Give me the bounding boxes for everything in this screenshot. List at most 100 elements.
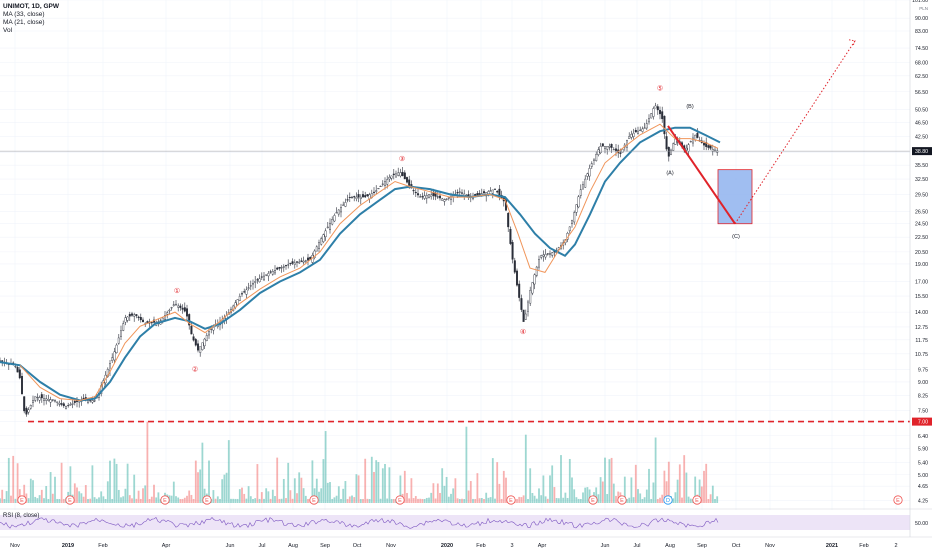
volume-bar bbox=[214, 498, 217, 503]
volume-bar bbox=[51, 493, 54, 503]
target-zone-box[interactable] bbox=[717, 169, 753, 225]
price-tick-label: 50.50 bbox=[915, 107, 928, 113]
candle-body bbox=[62, 403, 65, 407]
volume-bar bbox=[502, 470, 505, 503]
volume-bar bbox=[500, 498, 503, 503]
volume-bar bbox=[263, 498, 265, 503]
candle-body bbox=[430, 194, 433, 197]
candle-body bbox=[256, 279, 259, 281]
time-tick-label: Jul bbox=[258, 543, 265, 549]
volume-bar bbox=[146, 421, 149, 503]
volume-bar bbox=[131, 498, 133, 503]
volume-bar bbox=[56, 498, 59, 503]
rsi-legend[interactable]: RSI (8, close) bbox=[3, 513, 40, 519]
volume-bar bbox=[467, 490, 470, 503]
candle-body bbox=[56, 401, 59, 403]
candle-body bbox=[190, 325, 193, 335]
projection-line-up[interactable] bbox=[734, 40, 856, 225]
price-tick-label: 10.75 bbox=[915, 352, 928, 358]
event-marker: E bbox=[160, 495, 170, 505]
event-marker-circle bbox=[309, 495, 319, 505]
candle-body bbox=[377, 188, 380, 190]
ma-21-legend[interactable]: MA (21, close) bbox=[3, 19, 45, 26]
candle-body bbox=[260, 276, 263, 278]
candle-body bbox=[243, 291, 246, 293]
volume-bar bbox=[406, 492, 408, 503]
candle-body bbox=[32, 400, 35, 403]
volume-bar bbox=[243, 493, 246, 503]
candle-body bbox=[269, 271, 272, 273]
volume-bar bbox=[652, 482, 655, 503]
volume-bar bbox=[115, 463, 118, 503]
volume-bar bbox=[157, 492, 160, 503]
volume-bar bbox=[87, 498, 89, 503]
projection-line-down[interactable] bbox=[667, 125, 736, 225]
candle-body bbox=[386, 179, 389, 185]
volume-bar bbox=[296, 493, 298, 503]
volume-bar bbox=[705, 463, 708, 503]
volume-bar bbox=[637, 489, 639, 503]
candle-body bbox=[340, 207, 343, 213]
volume-bar bbox=[461, 498, 463, 503]
volume-bar bbox=[225, 472, 228, 503]
volume-bar bbox=[82, 496, 85, 503]
volume-bar bbox=[337, 486, 340, 503]
candle-body bbox=[49, 399, 52, 403]
volume-bar bbox=[454, 478, 457, 503]
event-marker: E bbox=[506, 495, 516, 505]
volume-bar bbox=[615, 495, 617, 503]
volume-bar bbox=[45, 486, 48, 503]
candle-body bbox=[584, 178, 587, 188]
candle-body bbox=[582, 184, 585, 190]
time-axis[interactable]: Nov 2019 Feb Apr Jun Jul Aug Sep Oct Nov 2020 Feb 3 A… bbox=[10, 543, 897, 549]
price-axis[interactable]: 101.00 90.00 83.00 74.50 68.00 62.50 56.50 50.5… bbox=[909, 0, 932, 537]
volume-bar bbox=[634, 464, 637, 503]
candle-body bbox=[419, 196, 422, 198]
candle-body bbox=[531, 282, 534, 294]
candle-body bbox=[203, 338, 206, 347]
volume-legend[interactable]: Vol bbox=[3, 27, 13, 34]
volume-bar bbox=[368, 498, 371, 503]
event-marker: E bbox=[17, 495, 27, 505]
candle-body bbox=[711, 148, 714, 152]
volume-bar bbox=[278, 498, 281, 503]
symbol-title[interactable]: UNIMOT, 1D, GPW bbox=[3, 3, 59, 10]
candle-body bbox=[634, 129, 637, 133]
candle-body bbox=[91, 400, 94, 403]
candle-body bbox=[27, 409, 30, 413]
wave-label: ① bbox=[174, 287, 180, 295]
candle-body bbox=[606, 146, 609, 150]
volume-bar bbox=[342, 488, 345, 503]
volume-bar bbox=[223, 474, 226, 503]
price-tick-label: 5.00 bbox=[918, 473, 928, 479]
volume-bar bbox=[73, 483, 76, 503]
volume-bar bbox=[247, 486, 250, 503]
candle-body bbox=[535, 266, 538, 276]
volume-bar bbox=[170, 495, 173, 503]
price-tick-label: 83.00 bbox=[915, 29, 928, 35]
volume-bar bbox=[60, 462, 63, 503]
candle-body bbox=[518, 283, 521, 298]
candle-body bbox=[443, 199, 446, 202]
candle-body bbox=[324, 230, 327, 238]
volume-bar bbox=[403, 470, 406, 503]
volume-bar bbox=[564, 492, 567, 503]
volume-bar bbox=[36, 498, 39, 503]
time-tick-label: Feb bbox=[98, 543, 107, 549]
price-tick-label: 35.50 bbox=[915, 163, 928, 169]
candle-body bbox=[441, 198, 444, 201]
candle-body bbox=[320, 238, 323, 245]
volume-bar bbox=[463, 498, 466, 503]
volume-bar bbox=[494, 498, 496, 503]
candle-body bbox=[298, 261, 301, 264]
candle-body bbox=[423, 195, 426, 199]
volume-bar bbox=[282, 478, 285, 503]
volume-bar bbox=[364, 458, 367, 503]
ma-33-legend[interactable]: MA (33, close) bbox=[3, 11, 45, 18]
candle-body bbox=[251, 283, 254, 285]
volume-bar bbox=[124, 488, 127, 503]
volume-bar bbox=[62, 498, 65, 503]
volume-bar bbox=[678, 464, 681, 503]
